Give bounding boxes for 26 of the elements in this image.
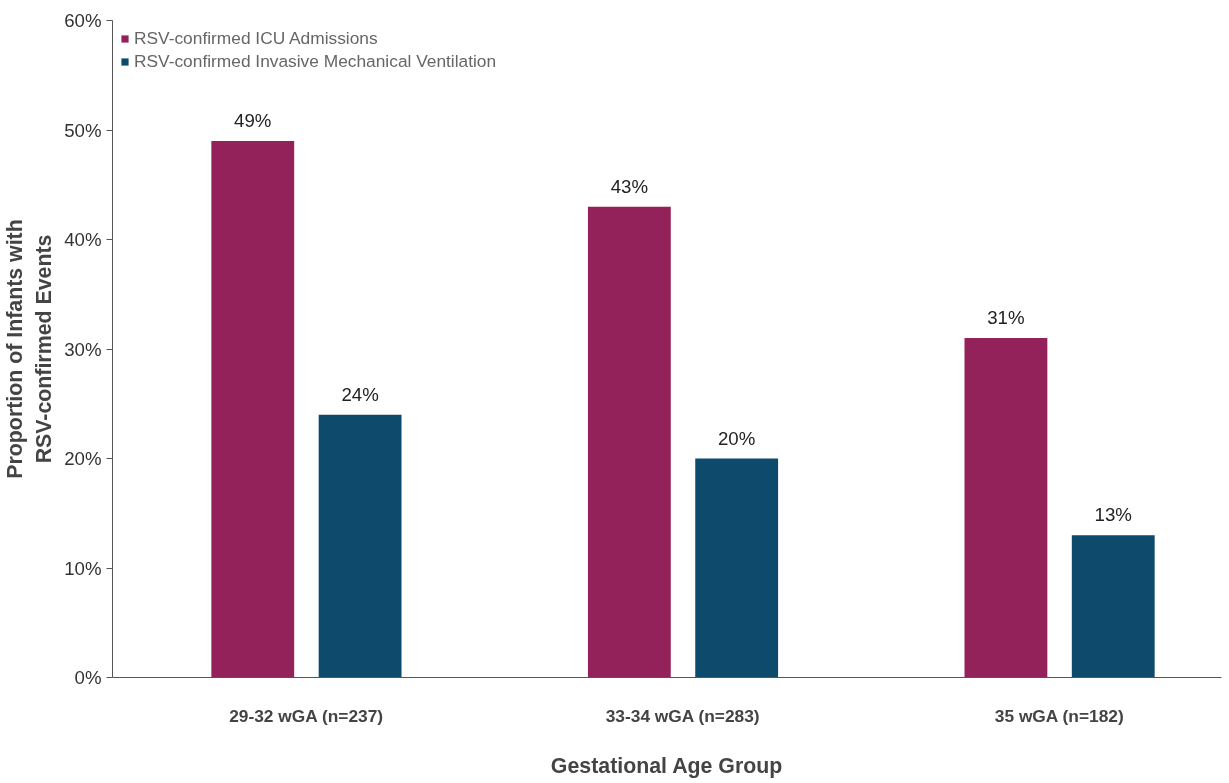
text: 20% [718,427,756,449]
text: 24% [341,383,379,405]
x-axis-title: Gestational Age Group [550,753,783,778]
text: 49% [234,109,272,131]
legend-label: RSV-confirmed ICU Admissions [134,28,378,49]
y-tick-label: 30% [64,338,102,360]
bar [587,206,671,678]
x-tick-label: 33-34 wGA (n=283) [605,705,760,726]
text: 43% [610,175,649,197]
y-tick-label: 60% [64,10,102,31]
bar [695,458,779,678]
text: 31% [987,307,1025,329]
x-tick-label: 29-32 wGA (n=237) [229,705,384,726]
y-tick-label: 20% [64,448,102,469]
y-tick-label: 0% [74,667,102,688]
bar [318,414,402,678]
x-tick-label: 35 wGA (n=182) [994,705,1124,726]
bar [964,338,1048,678]
bar [1071,535,1155,678]
y-tick-label: 40% [64,229,102,250]
bar [211,140,295,678]
text: 13% [1094,504,1132,526]
y-tick-label: 10% [64,557,102,579]
legend-label: RSV-confirmed Invasive Mechanical Ventilation [134,51,497,72]
y-tick-label: 50% [64,119,102,141]
y-axis-title: Proportion of Infants with RSV-confirmed Events [3,219,57,479]
